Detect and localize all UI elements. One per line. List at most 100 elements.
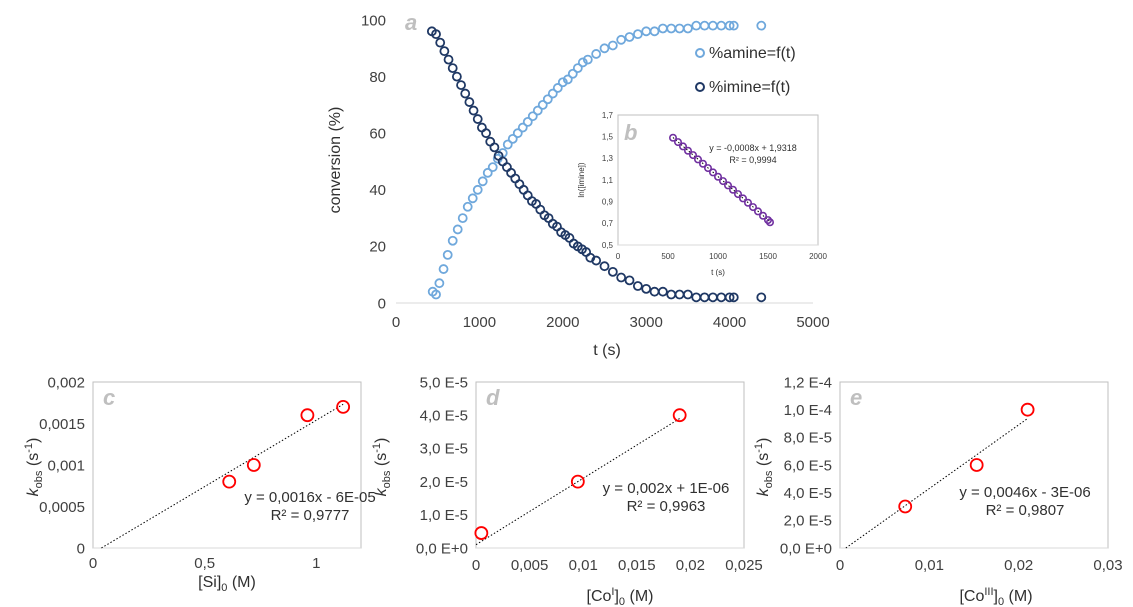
panel-a-series-0-point — [699, 20, 710, 31]
panel-d-ylabel-sup: -1 — [371, 443, 383, 453]
panel-b-series-0-point — [718, 177, 727, 186]
panel-c-x-axis-label: [Si]0 (M) — [198, 574, 256, 594]
panel-a-series-1-point — [683, 289, 693, 300]
panel-a-series-1-point — [591, 255, 602, 266]
panel-d-x-axis-label: [CoI]0 (M) — [587, 586, 654, 607]
panel-e-ylabel-main: k — [755, 487, 772, 496]
panel-a-series-0-point — [522, 116, 533, 127]
legend-amine-marker — [695, 48, 705, 58]
panel-d-r-squared: R² = 0,9963 — [627, 498, 706, 515]
panel-c-y-tick-label: 0,002 — [47, 374, 85, 391]
panel-a-series-1-point — [666, 289, 677, 300]
panel-e-xlabel-sub: 0 — [998, 596, 1004, 607]
panel-a-series-0-point — [716, 20, 727, 31]
panel-a-series-1-point — [443, 54, 454, 65]
panel-a-series-0-point — [472, 184, 483, 195]
panel-d-xlabel-mid: ] — [614, 588, 618, 605]
panel-b-series-0-point — [678, 142, 687, 151]
panel-c-ylabel-close: ) — [25, 438, 42, 443]
panel-a-series-0-point — [542, 94, 553, 105]
panel-e-y-tick-label: 1,2 E-4 — [784, 374, 832, 391]
panel-b-x-tick-label: 1000 — [709, 252, 727, 261]
panel-a-series-0-point — [482, 167, 493, 178]
panel-a-series-0-point — [624, 32, 635, 42]
panel-c-ylabel-sup: -1 — [23, 443, 35, 453]
panel-c-y-tick-label: 0,0005 — [39, 499, 85, 516]
panel-c-r-squared: R² = 0,9777 — [271, 507, 350, 524]
panel-a-x-tick-label: 4000 — [713, 314, 746, 331]
panel-d-y-tick-label: 0,0 E+0 — [416, 540, 468, 557]
panel-b-x-tick-label: 500 — [661, 252, 675, 261]
panel-a-series-0-point — [487, 162, 498, 173]
panel-a-series-1-point — [456, 80, 466, 90]
panel-b-series-0-point — [703, 164, 712, 173]
panel-d-x-tick-label: 0,025 — [725, 557, 763, 574]
panel-b-inset-chart: b t (s) ln([imine]) y = -0,0008x + 1,931… — [577, 111, 827, 277]
panel-e-xlabel-mid: ] — [994, 588, 998, 605]
panel-b-series-0-point — [748, 203, 757, 212]
panel-b-series-0-point — [713, 172, 722, 181]
panel-a-series-1-point — [447, 63, 458, 74]
panel-e-chart: e [CoIII]0 (M) kobs (s-1) y = 0,0046x - … — [753, 374, 1123, 607]
panel-b-x-tick-label: 1500 — [759, 252, 777, 261]
panel-d-y-tick-label: 3,0 E-5 — [420, 441, 468, 458]
panel-d-ylabel-main: k — [373, 487, 390, 496]
panel-b-series-0-point — [693, 155, 702, 164]
panel-d-chart: d [CoI]0 (M) kobs (s-1) y = 0,002x + 1E-… — [371, 374, 763, 607]
panel-d-y-tick-label: 5,0 E-5 — [420, 374, 468, 391]
panel-b-series-0-point — [753, 207, 762, 216]
panel-b-x-tick-label: 2000 — [809, 252, 827, 261]
panel-e-y-tick-label: 6,0 E-5 — [784, 457, 832, 474]
panel-d-series-0-point — [672, 408, 687, 423]
panel-a-series-1-point — [632, 281, 643, 291]
panel-e-x-tick-label: 0 — [836, 557, 844, 574]
panel-e-y-tick-label: 4,0 E-5 — [784, 485, 832, 502]
panel-a-series-0-point — [649, 26, 660, 37]
panel-a-x-tick-label: 2000 — [546, 314, 579, 331]
panel-e-x-axis-label: [CoIII]0 (M) — [959, 586, 1032, 607]
panel-c-trendline-equation: y = 0,0016x - 6E-05 — [244, 489, 375, 506]
panel-a-series-0-point — [467, 193, 478, 204]
panel-a-series-0-point — [724, 20, 735, 31]
panel-b-y-tick-label: 1,7 — [602, 111, 614, 120]
panel-c-x-tick-label: 0,5 — [194, 555, 215, 572]
panel-a-series-0-point — [572, 63, 583, 74]
panel-e-y-tick-label: 8,0 E-5 — [784, 430, 832, 447]
panel-a-y-tick-label: 80 — [369, 69, 386, 86]
panel-a-series-1-point — [728, 292, 739, 303]
panel-b-series-0-point — [673, 138, 682, 147]
panel-e-xlabel-sup: III — [984, 586, 993, 598]
panel-c-ylabel-unit: (s — [25, 453, 42, 471]
panel-a-series-0-point — [557, 77, 568, 88]
panel-d-label: d — [486, 385, 500, 410]
panel-b-series-0-point — [708, 168, 717, 177]
panel-a-series-1-point — [489, 142, 500, 153]
panel-e-series-0-point — [1020, 402, 1035, 417]
panel-d-border — [475, 381, 745, 549]
panel-d-y-tick-label: 4,0 E-5 — [420, 407, 468, 424]
panel-a-series-1-point — [464, 97, 475, 107]
panel-d-y-tick-label: 2,0 E-5 — [420, 474, 468, 491]
panel-c-xlabel-sub: 0 — [221, 582, 227, 594]
panel-b-y-axis-label: ln([imine]) — [577, 162, 586, 197]
panel-c-xlabel-main: [Si] — [198, 574, 221, 591]
panel-a-y-tick-label: 60 — [369, 125, 386, 142]
panel-a-series-0-point — [708, 20, 718, 31]
panel-a-series-1-point — [468, 105, 479, 116]
panel-b-r-squared: R² = 0,9994 — [729, 155, 776, 165]
panel-a-legend: %amine=f(t) %imine=f(t) — [695, 45, 796, 96]
legend-imine-label: %imine=f(t) — [709, 79, 790, 96]
panel-e-y-axis-label: kobs (s-1) — [753, 438, 775, 497]
panel-b-y-tick-label: 0,9 — [602, 197, 614, 206]
panel-e-ylabel-sub: obs — [763, 470, 775, 488]
panel-a-series-0-point — [517, 122, 528, 133]
panel-d-x-tick-label: 0,015 — [618, 557, 656, 574]
panel-d-x-tick-label: 0 — [472, 557, 480, 574]
panel-a-series-1-point — [431, 29, 441, 40]
panel-c-y-tick-label: 0 — [77, 540, 85, 557]
panel-b-x-axis-label: t (s) — [711, 268, 725, 277]
panel-a-series-0-point — [452, 224, 463, 235]
panel-e-y-tick-label: 2,0 E-5 — [784, 513, 832, 530]
panel-a-series-0-point — [447, 235, 458, 246]
